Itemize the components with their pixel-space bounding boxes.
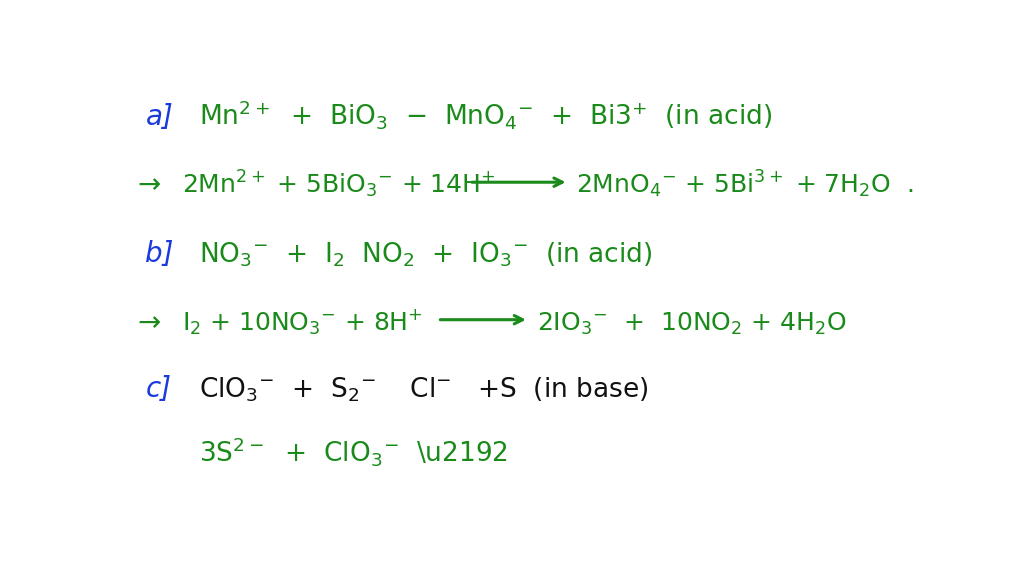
Text: a]: a] (145, 103, 173, 131)
Text: $\mathsf{2MnO_4}^{\mathsf{-}}$ + $\mathsf{5Bi}^{\mathsf{3+}}$ + $\mathsf{7H_2O}$: $\mathsf{2MnO_4}^{\mathsf{-}}$ + $\maths… (577, 169, 913, 200)
Text: $\mathsf{2IO_3}^{\mathsf{-}}$  +  $\mathsf{10NO_2}$ + $\mathsf{4H_2O}$: $\mathsf{2IO_3}^{\mathsf{-}}$ + $\mathsf… (537, 311, 846, 337)
Text: $\mathsf{ClO_3}^{\mathsf{-}}$  +  $\mathsf{S_2}^{\mathsf{-}}$    $\mathsf{Cl}^{\: $\mathsf{ClO_3}^{\mathsf{-}}$ + $\mathsf… (200, 376, 649, 404)
Text: $\mathsf{NO_3}^{\mathsf{-}}$  +  $\mathsf{I_2}$  $\mathsf{NO_2}$  +  $\mathsf{IO: $\mathsf{NO_3}^{\mathsf{-}}$ + $\mathsf{… (200, 240, 653, 268)
Text: $\mathsf{I_2}$ + $\mathsf{10NO_3}^{\mathsf{-}}$ + $\mathsf{8H}^{\mathsf{+}}$: $\mathsf{I_2}$ + $\mathsf{10NO_3}^{\math… (182, 308, 423, 337)
Text: $\mathsf{Mn}^{\mathsf{2+}}$  +  $\mathsf{BiO_3}$  $-$  $\mathsf{MnO_4}^{\mathsf{: $\mathsf{Mn}^{\mathsf{2+}}$ + $\mathsf{B… (200, 98, 772, 131)
Text: →: → (137, 171, 161, 199)
Text: c]: c] (145, 376, 172, 403)
Text: →: → (137, 309, 161, 337)
Text: $\mathsf{2Mn}^{\mathsf{2+}}$ + $\mathsf{5BiO_3}^{\mathsf{-}}$ + $\mathsf{14H}^{\: $\mathsf{2Mn}^{\mathsf{2+}}$ + $\mathsf{… (182, 169, 496, 200)
Text: b]: b] (145, 240, 174, 268)
Text: $\mathsf{3S}^{\mathsf{2-}}$  +  $\mathsf{ClO_3}^{\mathsf{-}}$  \u2192: $\mathsf{3S}^{\mathsf{2-}}$ + $\mathsf{C… (200, 435, 508, 468)
